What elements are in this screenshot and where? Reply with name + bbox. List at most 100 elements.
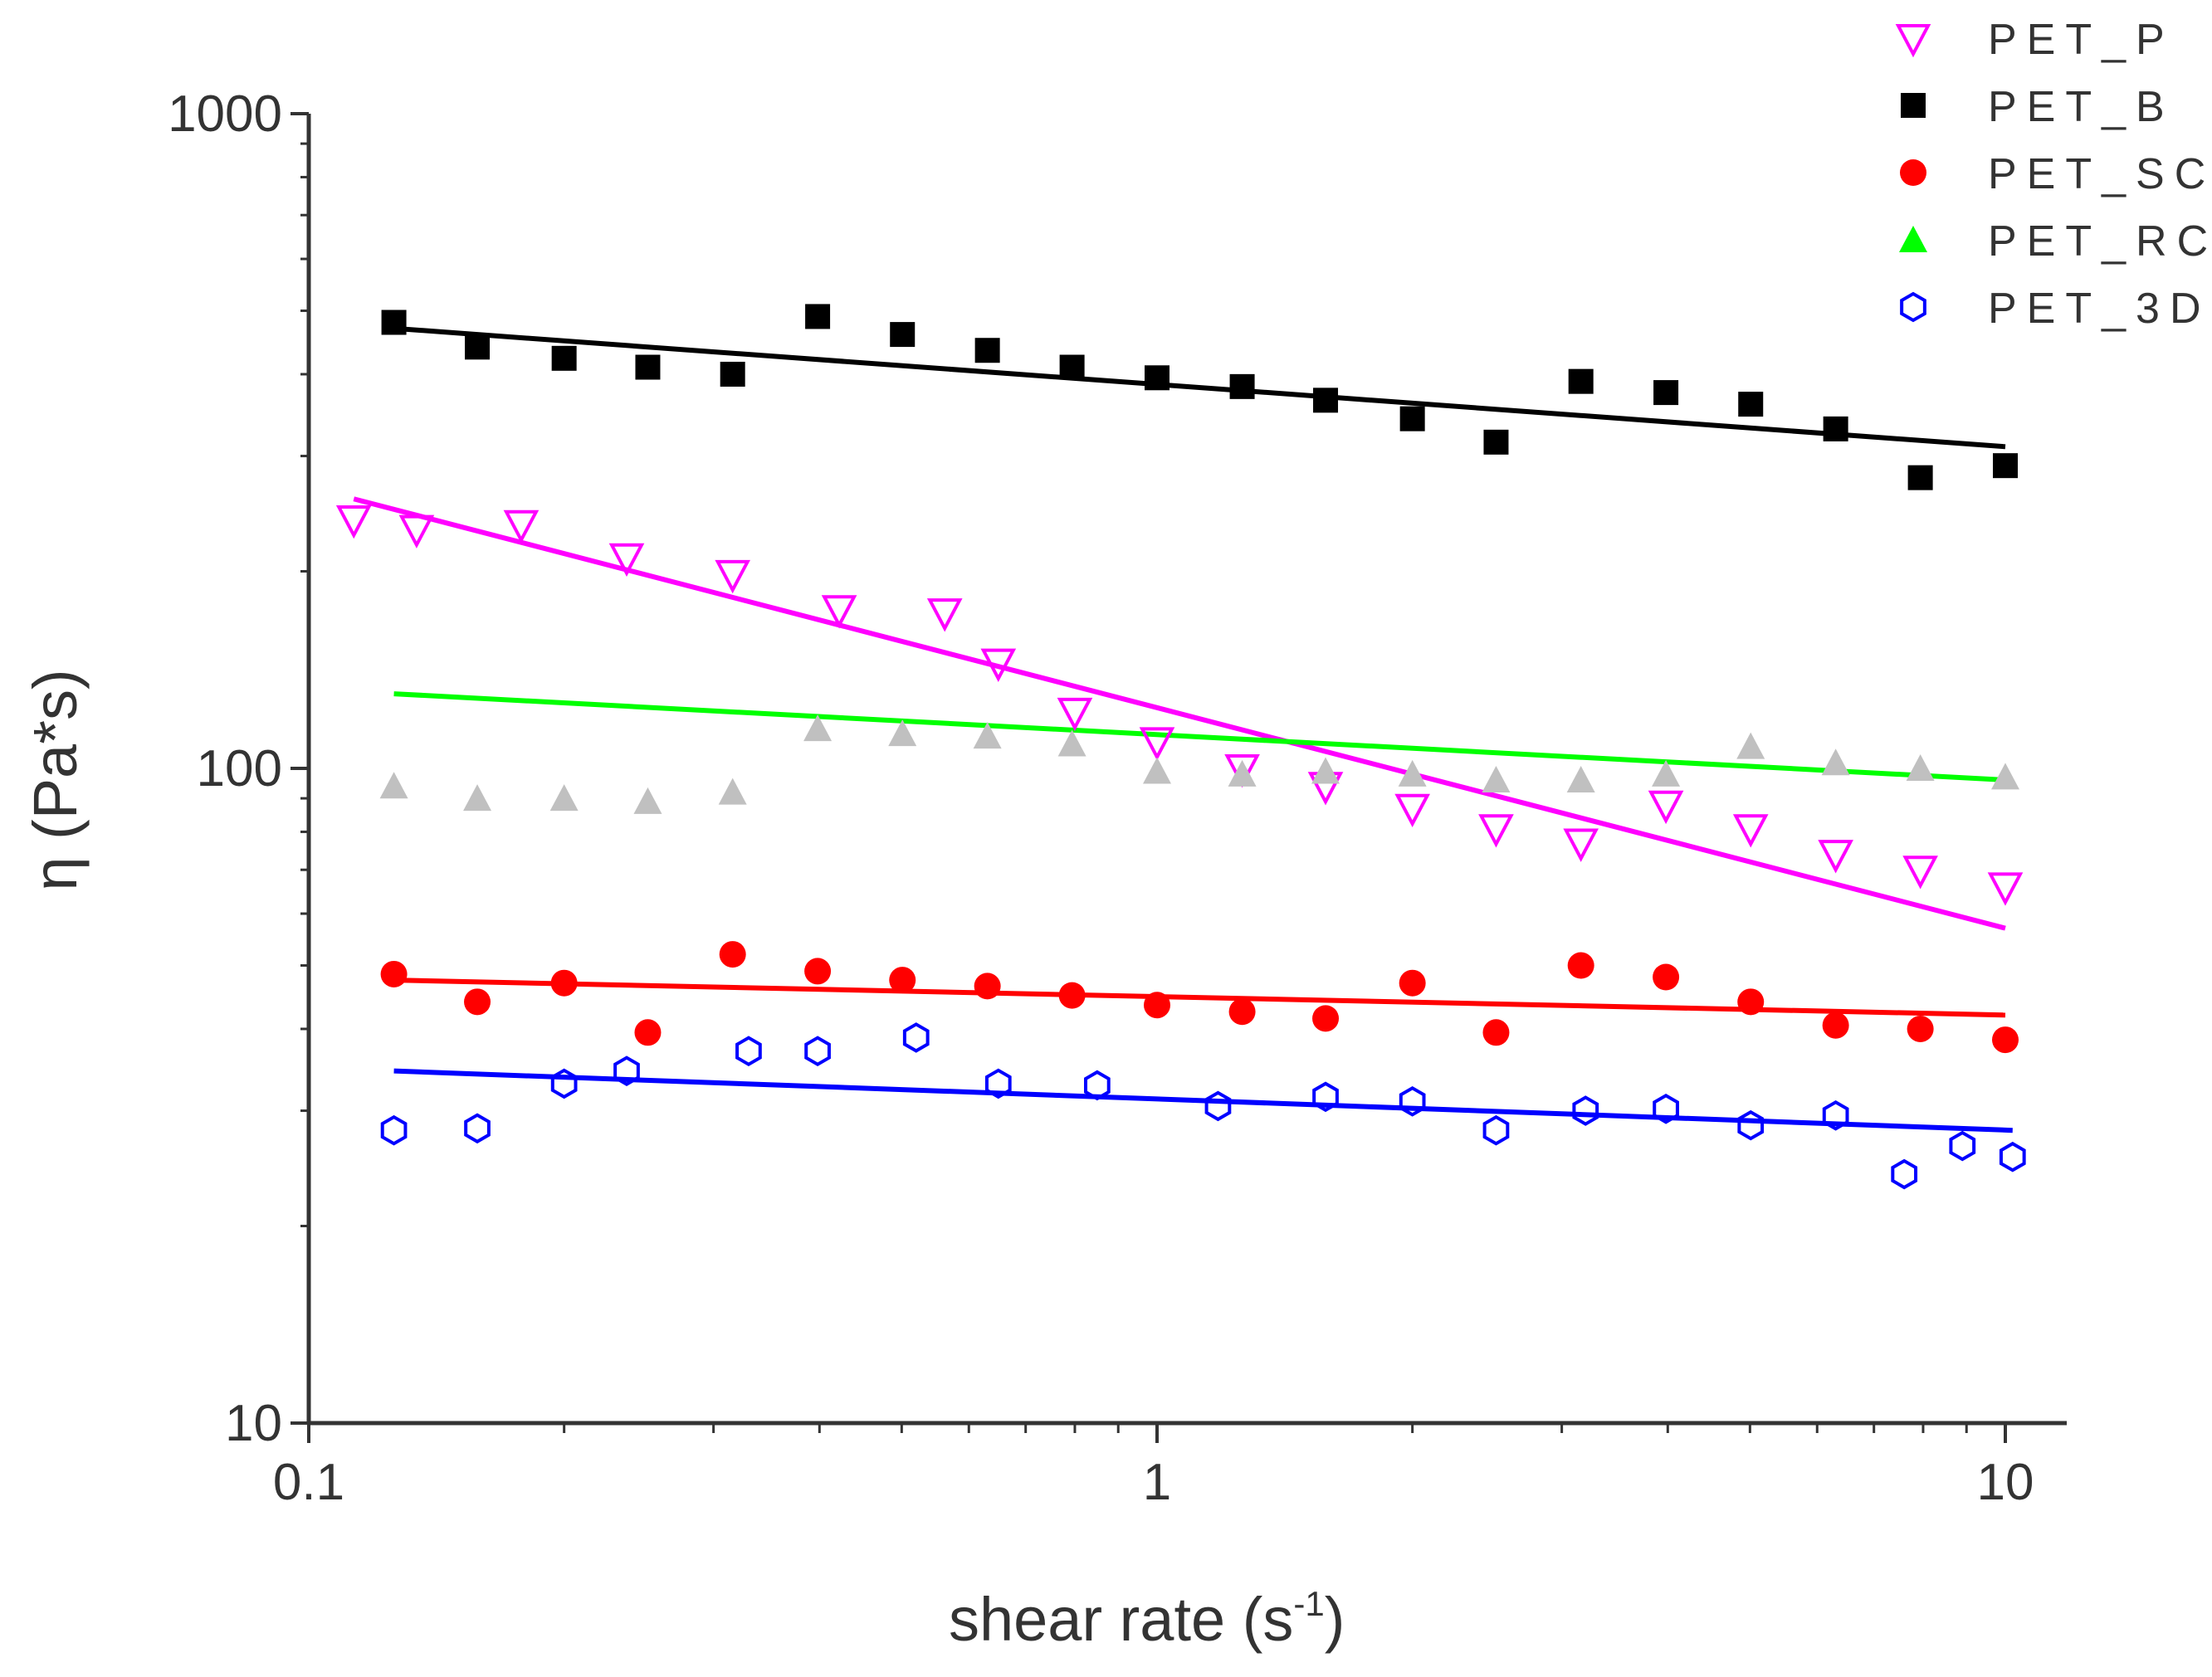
data-point-pet-b bbox=[1823, 416, 1848, 441]
data-point-pet-3d bbox=[1572, 1095, 1599, 1126]
data-point-pet-sc bbox=[719, 941, 746, 968]
data-point-pet-sc bbox=[1653, 963, 1680, 991]
data-point-pet-3d bbox=[1822, 1100, 1849, 1131]
data-point-series-4 bbox=[1906, 754, 1935, 781]
data-point-pet-b bbox=[720, 361, 745, 387]
data-point-pet-3d bbox=[1653, 1093, 1679, 1124]
data-point-pet-3d bbox=[984, 1068, 1012, 1099]
data-point-pet-3d bbox=[804, 1036, 831, 1066]
fit-line-pet-p bbox=[353, 496, 2006, 931]
data-point-series-4 bbox=[803, 714, 833, 742]
data-point-series-4 bbox=[379, 772, 408, 799]
data-point-pet-sc bbox=[889, 967, 916, 994]
legend-entry: PET_B bbox=[1901, 83, 2175, 131]
data-point-series-4 bbox=[718, 778, 747, 805]
y-axis-title: η (Pa*s) bbox=[21, 669, 90, 890]
data-point-pet-3d bbox=[380, 1114, 408, 1146]
legend-marker bbox=[1899, 226, 1927, 252]
legend-marker bbox=[1900, 291, 1926, 323]
data-point-pet-p bbox=[1224, 754, 1260, 788]
data-point-pet-3d bbox=[1949, 1130, 1976, 1162]
data-points bbox=[335, 304, 2026, 1190]
data-point-pet-p bbox=[821, 595, 857, 629]
data-point-pet-p bbox=[926, 598, 963, 632]
data-point-series-4 bbox=[1143, 757, 1171, 784]
data-point-pet-sc bbox=[974, 973, 1001, 1000]
fit-line-pet-sc bbox=[393, 977, 2006, 1018]
data-point-series-4 bbox=[1398, 759, 1427, 787]
legend-label: PET_SC bbox=[1988, 150, 2212, 198]
data-point-pet-p bbox=[1732, 814, 1769, 848]
data-point-series-4 bbox=[1566, 765, 1595, 792]
data-point-pet-p bbox=[1057, 697, 1093, 732]
data-point-pet-3d bbox=[735, 1036, 762, 1066]
fit-line-pet-3d bbox=[393, 1068, 2013, 1133]
data-point-pet-p bbox=[503, 509, 540, 544]
legend-label: PET_P bbox=[1988, 16, 2175, 64]
data-point-series-4 bbox=[1652, 759, 1681, 787]
data-point-pet-b bbox=[1907, 465, 1933, 490]
data-point-pet-b bbox=[974, 338, 1000, 363]
legend-marker bbox=[1900, 159, 1926, 186]
data-point-pet-sc bbox=[550, 969, 578, 997]
data-point-series-4 bbox=[633, 787, 662, 814]
legend-label: PET_RC bbox=[1988, 217, 2212, 266]
data-point-pet-3d bbox=[1399, 1086, 1426, 1117]
data-point-pet-b bbox=[1568, 368, 1594, 394]
data-point-pet-3d bbox=[1891, 1158, 1918, 1190]
data-point-pet-sc bbox=[1482, 1019, 1510, 1046]
data-point-pet-b bbox=[381, 310, 407, 335]
data-point-pet-p bbox=[1902, 856, 1938, 890]
fit-line-pet-b bbox=[393, 325, 2006, 450]
data-point-pet-3d bbox=[550, 1068, 578, 1099]
data-point-pet-sc bbox=[1228, 998, 1256, 1026]
legend-label: PET_3D bbox=[1988, 285, 2211, 333]
data-point-pet-sc bbox=[1822, 1012, 1849, 1039]
data-point-pet-sc bbox=[804, 958, 832, 985]
data-point-pet-sc bbox=[464, 988, 491, 1016]
data-point-pet-b bbox=[1399, 406, 1425, 431]
legend: PET_P PET_B PET_SC PET_RC PET_3D bbox=[1895, 16, 2212, 333]
fit-line-pet-rc bbox=[393, 691, 2006, 782]
data-point-series-4 bbox=[1821, 748, 1850, 776]
data-point-series-4 bbox=[1228, 759, 1257, 787]
data-point-pet-p bbox=[1563, 828, 1599, 862]
data-point-pet-b bbox=[1653, 380, 1679, 406]
data-point-pet-b bbox=[890, 322, 916, 348]
data-point-pet-3d bbox=[1737, 1109, 1765, 1141]
axes: 10 100 1000 0.1 1 10 bbox=[168, 85, 2067, 1511]
data-point-pet-b bbox=[635, 354, 661, 380]
legend-marker bbox=[1895, 24, 1931, 58]
legend-label: PET_B bbox=[1988, 83, 2175, 131]
x-axis-title-end: ) bbox=[1325, 1585, 1345, 1654]
data-point-series-4 bbox=[463, 784, 492, 812]
data-point-pet-sc bbox=[1312, 1005, 1340, 1032]
legend-marker bbox=[1901, 93, 1926, 118]
data-point-pet-3d bbox=[1482, 1114, 1510, 1146]
data-point-pet-3d bbox=[902, 1022, 930, 1053]
x-axis-title-main: shear rate (s bbox=[949, 1585, 1293, 1654]
y-tick-label: 10 bbox=[225, 1395, 282, 1452]
data-point-pet-sc bbox=[1144, 992, 1170, 1019]
x-tick-label: 10 bbox=[1977, 1454, 2034, 1511]
data-point-pet-p bbox=[1648, 790, 1684, 825]
legend-entry: PET_3D bbox=[1900, 285, 2211, 333]
data-point-pet-b bbox=[1993, 453, 2018, 479]
data-point-pet-sc bbox=[1737, 988, 1765, 1016]
data-point-pet-sc bbox=[380, 960, 408, 987]
data-point-pet-3d bbox=[1204, 1090, 1232, 1122]
legend-entry: PET_SC bbox=[1900, 150, 2212, 198]
data-point-series-4 bbox=[973, 722, 1002, 749]
x-tick-label: 1 bbox=[1143, 1454, 1171, 1511]
data-point-series-4 bbox=[1311, 757, 1340, 784]
data-point-pet-sc bbox=[1399, 969, 1426, 997]
data-point-series-4 bbox=[1991, 763, 2019, 790]
data-point-pet-3d bbox=[613, 1055, 640, 1086]
data-point-pet-b bbox=[1738, 392, 1764, 417]
data-point-pet-b bbox=[1059, 354, 1085, 380]
x-axis-title: shear rate (s-1) bbox=[949, 1584, 1345, 1654]
data-point-pet-3d bbox=[1999, 1141, 2026, 1172]
data-point-pet-b bbox=[465, 334, 491, 360]
data-point-pet-b bbox=[551, 345, 577, 371]
